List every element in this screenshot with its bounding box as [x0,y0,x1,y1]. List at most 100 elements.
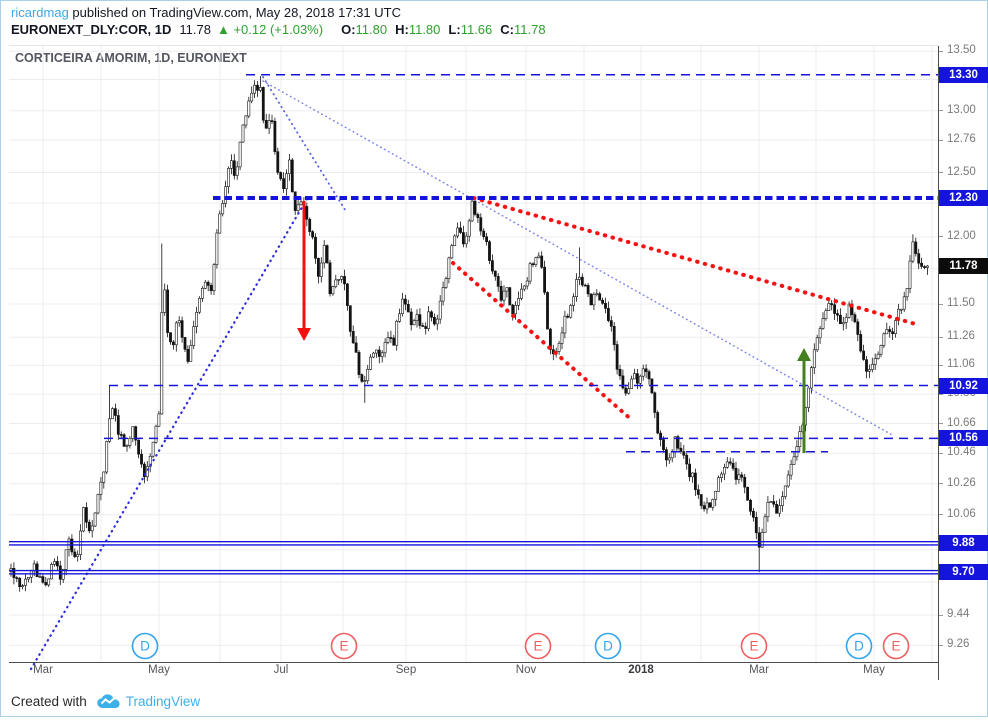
marker-E[interactable]: E [740,632,768,660]
price-level-badge[interactable]: 10.92 [939,377,988,394]
candle-body [682,451,686,456]
marker-letter: D [140,639,150,654]
price-tick-mark [939,483,943,485]
price-tick-mark [939,644,943,646]
price-tick-label: 13.00 [947,103,976,116]
tradingview-logo-icon[interactable] [97,693,120,709]
marker-D[interactable]: D [594,632,622,660]
candle-body [432,316,436,325]
price-level-badge[interactable]: 10.56 [939,430,988,447]
candle-body [401,298,404,315]
candle-body [319,262,323,277]
marker-E[interactable]: E [330,632,358,660]
candle-body [403,298,407,305]
marker-letter: E [339,639,348,654]
candle-body [633,373,636,380]
symbol-name[interactable]: EURONEXT_DLY:COR, 1D [11,22,172,37]
price-level-badge[interactable]: 9.70 [939,564,988,581]
candle-body [55,561,59,567]
price-level-badge[interactable]: 9.88 [939,535,988,552]
candle-body [26,576,30,580]
candle-body [96,494,100,514]
candle-body [740,474,744,478]
price-tick-label: 10.06 [947,507,976,520]
candle-body [73,551,77,557]
candle-body [282,178,286,190]
candle-body [876,353,880,360]
created-with-text: Created with [11,693,87,709]
author-link[interactable]: ricardmag [11,5,69,20]
candle-body [679,447,683,452]
candle-body [621,375,625,389]
symbol-legend: EURONEXT_DLY:COR, 1D 11.78 ▲ +0.12 (+1.03%… [11,22,546,37]
candle-body [99,481,103,495]
candle-body [409,311,413,326]
candle-body [624,387,628,394]
candle-body [102,471,106,483]
candle-body [519,288,523,299]
candle-body [372,352,375,358]
high-value: 11.80 [408,22,441,37]
candle-body [166,289,170,333]
candle-body [734,467,738,480]
candle-body [580,276,584,286]
marker-letter: D [603,639,613,654]
price-level-badge[interactable]: 12.30 [939,190,988,206]
candle-body [479,217,483,232]
candle-body [392,337,396,346]
time-tick-label[interactable]: Mar [33,664,53,676]
time-tick-label[interactable]: Jul [273,664,289,676]
candle-body [525,280,529,287]
time-tick-label[interactable]: May [148,664,170,676]
candle-body [780,496,784,507]
candle-body [76,554,80,557]
candle-body [514,304,518,315]
candle-body [369,356,373,370]
time-tick-label[interactable]: Nov [515,664,537,676]
time-axis[interactable]: Mar May Jul Sep Nov 2018 Mar May [9,664,938,680]
candle-body [421,325,425,327]
candle-body [377,349,381,357]
time-tick-label[interactable]: May [863,664,885,676]
marker-E[interactable]: E [882,632,910,660]
candle-body [757,532,761,548]
candle-body [760,532,764,548]
candle-body [32,563,36,572]
tradingview-brand[interactable]: TradingView [125,693,201,709]
candle-body [366,368,370,381]
marker-D[interactable]: D [845,632,873,660]
candle-body [218,213,222,234]
price-levels[interactable] [9,74,938,575]
candle-body [543,266,547,293]
candle-body [502,290,506,301]
marker-E[interactable]: E [524,632,552,660]
candle-body [287,159,291,174]
candle-body [838,314,842,325]
candle-body [592,294,596,306]
candle-body [517,298,520,306]
price-level-badge[interactable]: 13.30 [939,66,988,83]
price-axis[interactable]: 13.50 13.00 12.76 12.50 12.00 11.50 11.26 11.06… [939,44,988,680]
time-tick-label[interactable]: 2018 [628,664,654,676]
candle-body [21,585,25,587]
candle-body [244,115,248,126]
price-tick-label: 10.46 [947,446,976,459]
candle-body [531,263,535,266]
horizontal-gridlines [9,50,938,646]
time-tick-label[interactable]: Mar [749,664,769,676]
candle-body [696,489,700,495]
candle-body [528,263,532,282]
last-price-badge[interactable]: 11.78 [939,258,988,274]
candle-body [641,368,645,377]
candle-body [865,359,868,372]
marker-letter: E [749,639,758,654]
arrows[interactable] [297,201,811,453]
trend-lines[interactable] [29,76,921,671]
marker-D[interactable]: D [131,632,159,660]
red-long-downtrend [472,196,921,327]
candle-body [456,227,460,237]
candle-body [192,326,196,346]
time-tick-label[interactable]: Sep [395,664,417,676]
